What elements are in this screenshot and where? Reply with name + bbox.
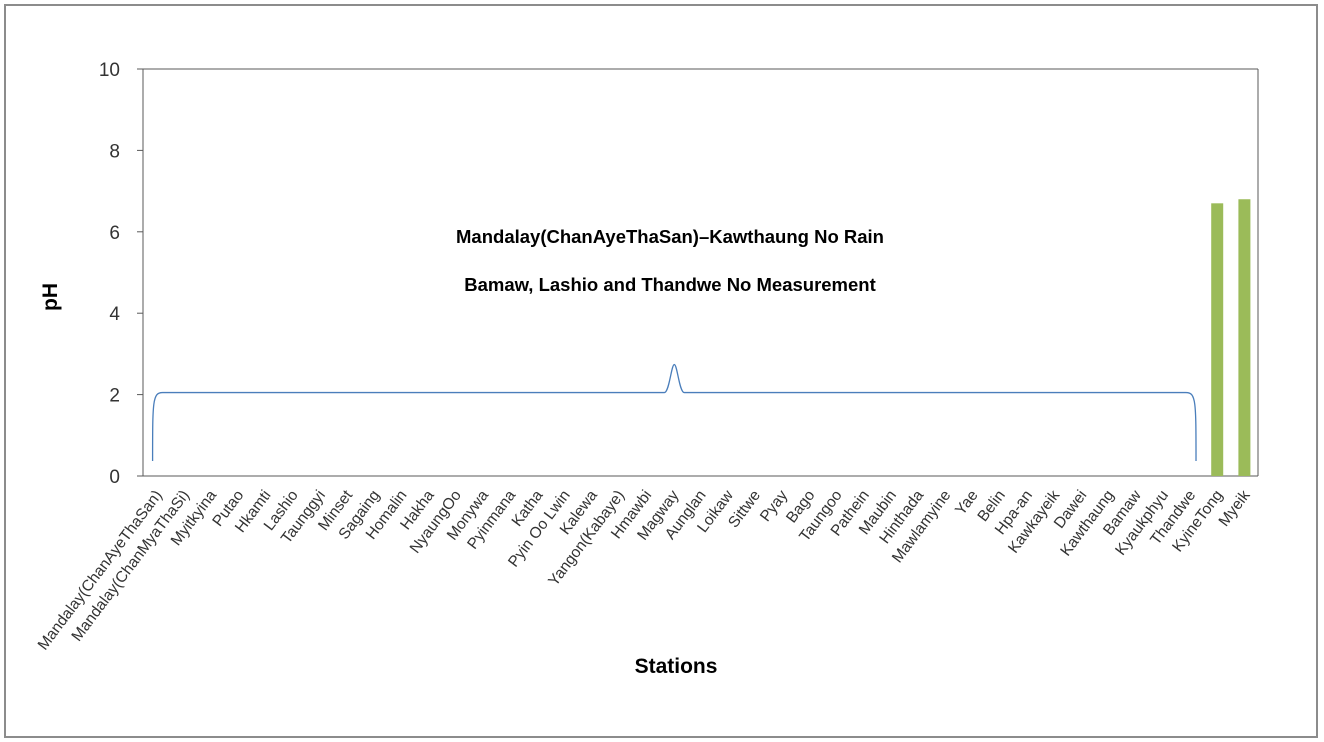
- x-tick-label: Myeik: [1216, 487, 1254, 530]
- annotation-no-measurement: Bamaw, Lashio and Thandwe No Measurement: [464, 274, 876, 295]
- x-tick-label: Mandalay(ChanMyaThaSi): [68, 487, 193, 644]
- brace-no-rain: [151, 363, 1197, 462]
- annotation-no-rain: Mandalay(ChanAyeThaSan)–Kawthaung No Rai…: [456, 226, 884, 247]
- bar: [1211, 203, 1224, 476]
- y-tick-label: 0: [109, 467, 120, 488]
- x-tick-label: Mandalay(ChanAyeThaSan): [35, 487, 166, 653]
- y-tick-label: 8: [109, 141, 120, 162]
- y-tick-label: 2: [109, 386, 120, 407]
- bar: [1238, 199, 1251, 477]
- y-axis-label: pH: [39, 283, 62, 311]
- chart-frame: 0 2 4 6 8 10 Mandalay(ChanAyeThaSan) Mandalay(…: [4, 4, 1318, 738]
- y-tick-label: 6: [109, 223, 120, 244]
- y-tick-label: 10: [99, 60, 120, 81]
- x-axis-label: Stations: [635, 655, 718, 678]
- y-tick-label: 4: [109, 304, 120, 325]
